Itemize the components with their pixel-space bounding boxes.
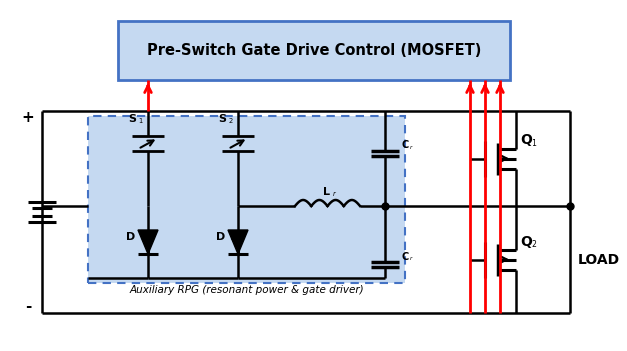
Text: S: S: [128, 114, 136, 124]
Text: LOAD: LOAD: [578, 252, 620, 266]
Bar: [118, 21, 510, 80]
Text: $_r$: $_r$: [332, 189, 338, 199]
Text: C: C: [401, 252, 408, 261]
Text: D: D: [216, 232, 225, 241]
Text: $_r$: $_r$: [409, 254, 414, 263]
Text: $_2$: $_2$: [531, 238, 537, 251]
Text: $_1$: $_1$: [531, 137, 537, 150]
Text: $_1$: $_1$: [138, 116, 144, 126]
Text: $_r$: $_r$: [409, 143, 414, 152]
Text: $_1$: $_1$: [140, 233, 145, 243]
Text: L: L: [322, 187, 330, 197]
Text: S: S: [218, 114, 226, 124]
Text: $_2$: $_2$: [230, 233, 236, 243]
Text: -: -: [25, 298, 31, 313]
Polygon shape: [228, 230, 248, 254]
Text: Q: Q: [520, 234, 532, 249]
Text: Auxiliary RPG (resonant power & gate driver): Auxiliary RPG (resonant power & gate dri…: [129, 285, 364, 295]
Text: $_2$: $_2$: [228, 116, 234, 126]
Text: C: C: [401, 140, 408, 151]
Polygon shape: [138, 230, 158, 254]
Text: Q: Q: [520, 133, 532, 147]
Text: +: +: [21, 110, 34, 125]
Text: D: D: [126, 232, 135, 241]
Text: Pre-Switch Gate Drive Control (MOSFET): Pre-Switch Gate Drive Control (MOSFET): [147, 43, 481, 58]
Bar: [88, 116, 405, 283]
